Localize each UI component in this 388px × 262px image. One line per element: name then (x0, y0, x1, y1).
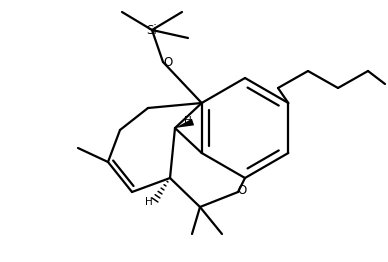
Text: Si: Si (147, 25, 158, 37)
Text: H: H (145, 197, 153, 207)
Polygon shape (175, 119, 194, 128)
Text: O: O (163, 56, 173, 68)
Text: H: H (184, 116, 192, 126)
Text: O: O (237, 184, 247, 198)
